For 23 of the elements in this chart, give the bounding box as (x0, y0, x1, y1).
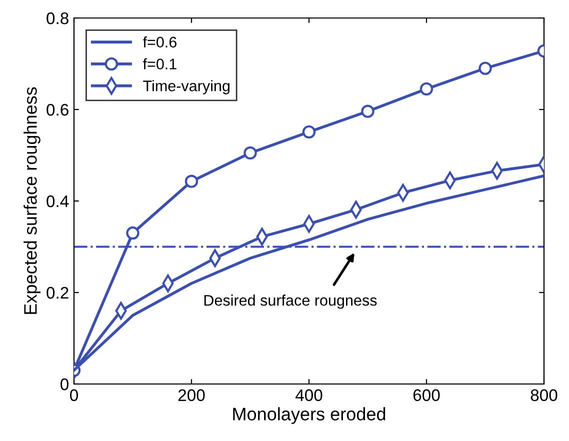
x-tick-label: 800 (530, 389, 558, 402)
y-tick-label: 0.8 (46, 12, 68, 24)
x-tick-label: 600 (413, 389, 440, 402)
x-tick-label: 400 (295, 389, 322, 402)
point (244, 146, 257, 160)
y-axis-title: Expected surface roughness (24, 87, 40, 314)
annotation: Desired surface rougness (204, 294, 377, 309)
point (126, 226, 140, 240)
y-tick-label: 0.6 (46, 104, 68, 116)
point (420, 82, 434, 96)
point (302, 125, 316, 139)
x-tick-label: 200 (178, 389, 205, 402)
legend-label: f=0.1 (142, 58, 176, 70)
point (184, 174, 198, 188)
legend-label: Time-varying (143, 80, 230, 94)
y-tick-label: 0.2 (46, 286, 68, 299)
point (361, 104, 374, 118)
legend-label: f=0.6 (142, 36, 176, 48)
x-tick-label: 0 (70, 389, 78, 402)
x-axis-title: Monolayers eroded (233, 407, 386, 424)
point (478, 62, 492, 75)
y-tick-label: 0 (60, 378, 68, 390)
y-tick-label: 0.4 (46, 195, 69, 208)
